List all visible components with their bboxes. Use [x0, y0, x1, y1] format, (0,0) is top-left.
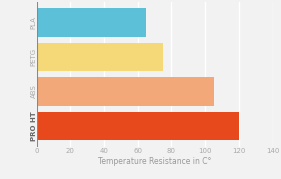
Bar [37, 77, 214, 106]
Bar [37, 8, 146, 37]
Bar [37, 43, 163, 71]
X-axis label: Temperature Resistance in C°: Temperature Resistance in C° [98, 157, 211, 166]
Bar [37, 112, 239, 140]
